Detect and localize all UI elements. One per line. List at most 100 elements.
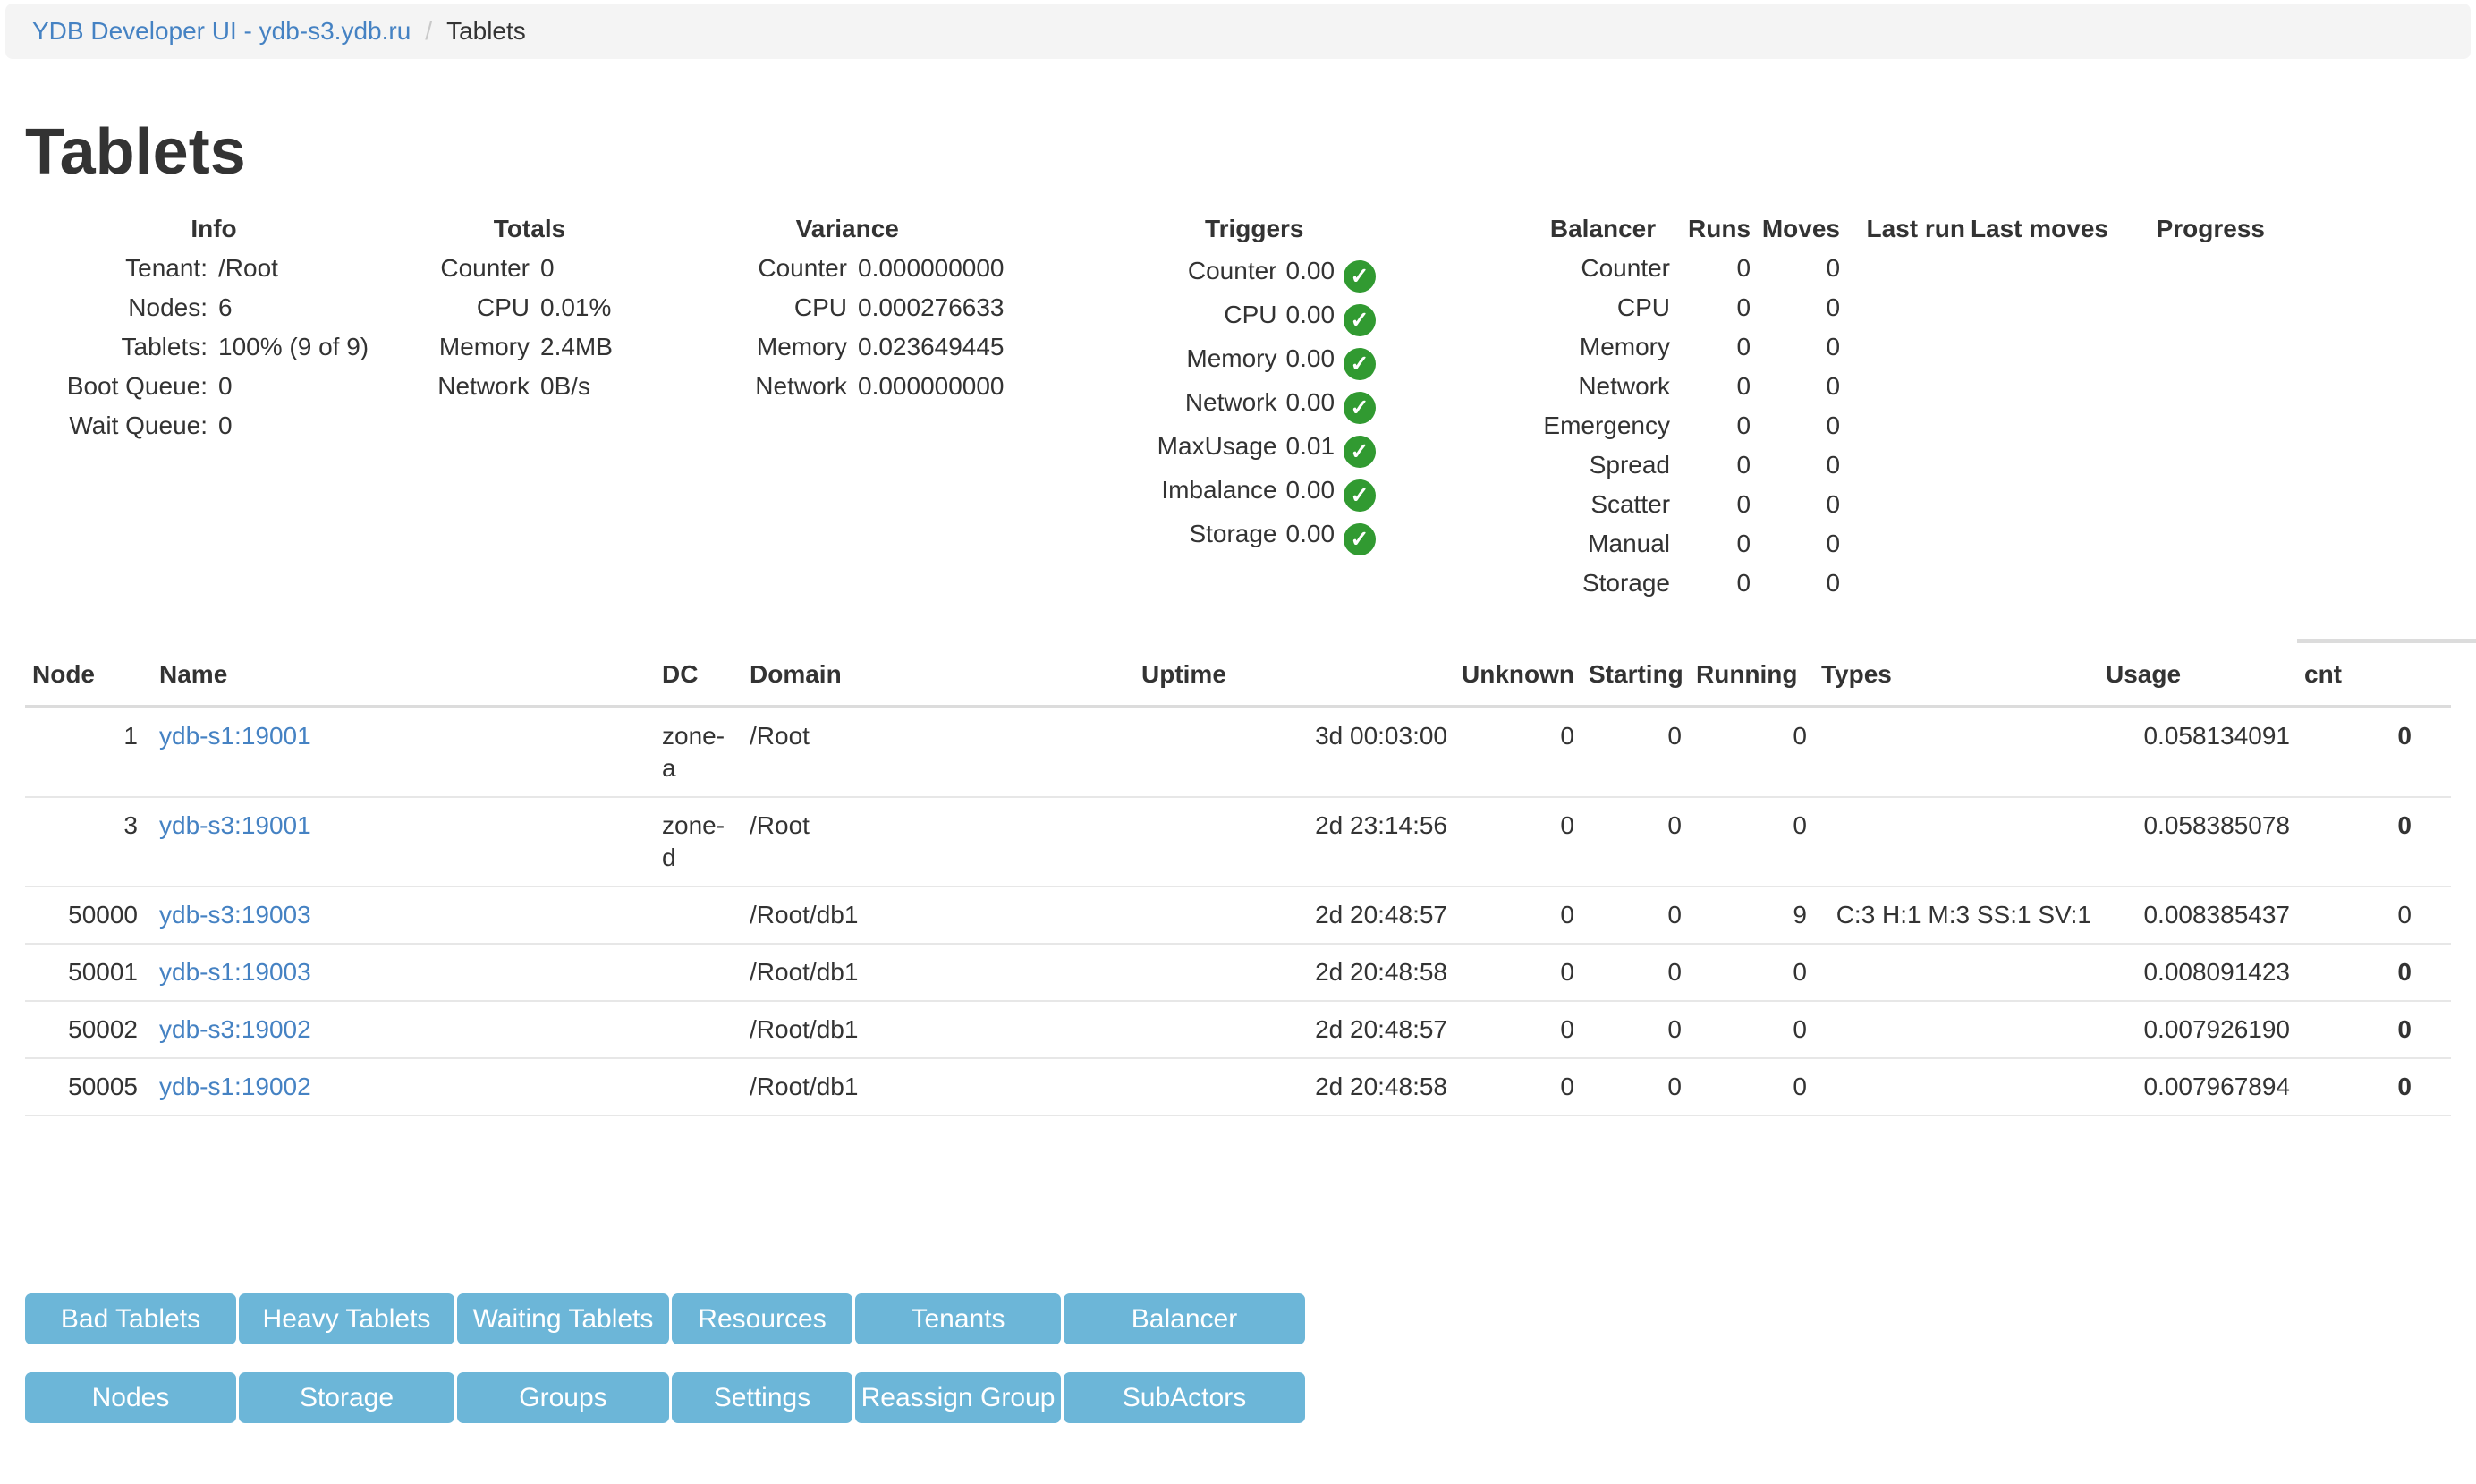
stat-value: 0.00 xyxy=(1285,256,1336,284)
dc-cell xyxy=(642,944,741,1002)
col-header-dc: DC xyxy=(642,639,741,708)
table-row: 1 ydb-s1:19001 zone-a /Root 3d 00:03:00 … xyxy=(25,707,2451,798)
stat-label: Memory xyxy=(438,333,530,360)
triggers-panel: Triggers Counter 0.00 ✓ CPU 0.00 ✓ Memory 0.0… xyxy=(1130,209,1380,555)
starting-cell: 0 xyxy=(1581,944,1689,1002)
col-header-starting: Starting xyxy=(1581,639,1689,708)
runs-value: 0 xyxy=(1736,569,1751,597)
dc-cell: zone-d xyxy=(642,797,741,887)
col-header-uptime: Uptime xyxy=(1134,639,1454,708)
stat-label: Nodes: xyxy=(128,293,208,321)
runs-value: 0 xyxy=(1736,293,1751,321)
balancer-title: Balancer xyxy=(1549,215,1657,242)
storage-button[interactable]: Storage xyxy=(239,1372,454,1423)
running-cell: 0 xyxy=(1689,1001,1814,1059)
unknown-cell: 0 xyxy=(1454,944,1581,1002)
stat-label: MaxUsage xyxy=(1157,431,1277,460)
breadcrumb: YDB Developer UI - ydb-s3.ydb.ru / Tablets xyxy=(5,4,2471,59)
table-row: 50001 ydb-s1:19003 /Root/db1 2d 20:48:58… xyxy=(25,944,2451,1002)
name-cell: ydb-s3:19003 xyxy=(141,886,642,945)
runs-value: 0 xyxy=(1736,254,1751,282)
types-cell: C:3 H:1 M:3 SS:1 SV:1 xyxy=(1814,886,2099,945)
uptime-cell: 2d 20:48:57 xyxy=(1134,1001,1454,1059)
col-header-running: Running xyxy=(1689,639,1814,708)
running-cell: 0 xyxy=(1689,944,1814,1002)
stat-label: Tenant: xyxy=(125,254,208,282)
runs-value: 0 xyxy=(1736,333,1751,360)
col-header-types: Types xyxy=(1814,639,2099,708)
types-cell xyxy=(1814,707,2099,798)
table-row: 50002 ydb-s3:19002 /Root/db1 2d 20:48:57… xyxy=(25,1001,2451,1059)
action-buttons-row-2: Nodes Storage Groups Settings Reassign G… xyxy=(25,1372,2476,1423)
col-header-name: Name xyxy=(141,639,642,708)
stat-label: Counter xyxy=(1187,256,1277,284)
breadcrumb-home-link[interactable]: YDB Developer UI - ydb-s3.ydb.ru xyxy=(32,17,411,45)
col-header-domain: Domain xyxy=(741,639,1134,708)
tablet-node-link[interactable]: ydb-s1:19003 xyxy=(159,958,311,986)
resources-button[interactable]: Resources xyxy=(672,1293,852,1344)
bad-tablets-button[interactable]: Bad Tablets xyxy=(25,1293,236,1344)
stat-label: Counter xyxy=(1581,254,1671,282)
tablet-node-link[interactable]: ydb-s1:19002 xyxy=(159,1073,311,1100)
stat-value: 0.00 xyxy=(1285,519,1336,547)
stat-value: 0.000000000 xyxy=(858,254,1005,282)
usage-cell: 0.007926190 xyxy=(2099,1001,2297,1059)
domain-cell: /Root/db1 xyxy=(741,944,1134,1002)
col-header-node: Node xyxy=(25,639,141,708)
stat-label: Network xyxy=(1184,387,1277,416)
settings-button[interactable]: Settings xyxy=(672,1372,852,1423)
ok-check-icon: ✓ xyxy=(1344,479,1377,512)
tablet-node-link[interactable]: ydb-s3:19002 xyxy=(159,1015,311,1043)
table-row: 3 ydb-s3:19001 zone-d /Root 2d 23:14:56 … xyxy=(25,797,2451,887)
totals-panel: Totals Counter 0 CPU 0.01% Memory 2.4MB Net… xyxy=(413,209,646,406)
heavy-tablets-button[interactable]: Heavy Tablets xyxy=(239,1293,454,1344)
node-cell: 50000 xyxy=(25,886,141,945)
table-header-row: Node Name DC Domain Uptime Unknown Start… xyxy=(25,639,2451,708)
name-cell: ydb-s1:19001 xyxy=(141,707,642,798)
stat-label: Manual xyxy=(1588,530,1671,557)
balancer-button[interactable]: Balancer xyxy=(1064,1293,1305,1344)
dc-cell xyxy=(642,1001,741,1059)
totals-title: Totals xyxy=(493,215,566,242)
cnt-cell: 0 xyxy=(2297,886,2451,945)
stat-value: 0 xyxy=(218,411,233,439)
nodes-button[interactable]: Nodes xyxy=(25,1372,236,1423)
variance-panel: Variance Counter 0.000000000 CPU 0.0002766… xyxy=(691,209,1005,406)
stat-value: 0 xyxy=(540,254,555,282)
waiting-tablets-button[interactable]: Waiting Tablets xyxy=(457,1293,669,1344)
ok-check-icon: ✓ xyxy=(1344,523,1377,555)
stat-value: 100% (9 of 9) xyxy=(218,333,369,360)
groups-button[interactable]: Groups xyxy=(457,1372,669,1423)
subactors-button[interactable]: SubActors xyxy=(1064,1372,1305,1423)
balancer-col-last-run: Last run xyxy=(1866,215,1966,242)
runs-value: 0 xyxy=(1736,490,1751,518)
reassign-group-button[interactable]: Reassign Group xyxy=(855,1372,1061,1423)
stat-label: Storage xyxy=(1581,569,1671,597)
moves-value: 0 xyxy=(1826,451,1841,479)
stat-label: Network xyxy=(1578,372,1671,400)
domain-cell: /Root/db1 xyxy=(741,1001,1134,1059)
types-cell xyxy=(1814,944,2099,1002)
ok-check-icon: ✓ xyxy=(1344,260,1377,293)
stat-label: Emergency xyxy=(1543,411,1671,439)
tenants-button[interactable]: Tenants xyxy=(855,1293,1061,1344)
stat-value: /Root xyxy=(218,254,278,282)
triggers-title: Triggers xyxy=(1205,215,1304,242)
stats-panel: Info Tenant: /Root Nodes: 6 Tablets: 100% (… xyxy=(0,209,2476,603)
stat-label: Boot Queue: xyxy=(66,372,208,400)
stat-label: Network xyxy=(437,372,530,400)
cnt-column-topline xyxy=(2297,639,2476,643)
runs-value: 0 xyxy=(1736,372,1751,400)
table-row: 50005 ydb-s1:19002 /Root/db1 2d 20:48:58… xyxy=(25,1058,2451,1116)
col-header-unknown: Unknown xyxy=(1454,639,1581,708)
breadcrumb-separator: / xyxy=(425,17,433,45)
running-cell: 0 xyxy=(1689,797,1814,887)
tablet-node-link[interactable]: ydb-s1:19001 xyxy=(159,722,311,750)
domain-cell: /Root xyxy=(741,797,1134,887)
moves-value: 0 xyxy=(1826,254,1841,282)
tablet-node-link[interactable]: ydb-s3:19003 xyxy=(159,901,311,929)
runs-value: 0 xyxy=(1736,530,1751,557)
balancer-col-moves: Moves xyxy=(1761,215,1841,242)
tablet-node-link[interactable]: ydb-s3:19001 xyxy=(159,811,311,839)
stat-value: 2.4MB xyxy=(540,333,613,360)
